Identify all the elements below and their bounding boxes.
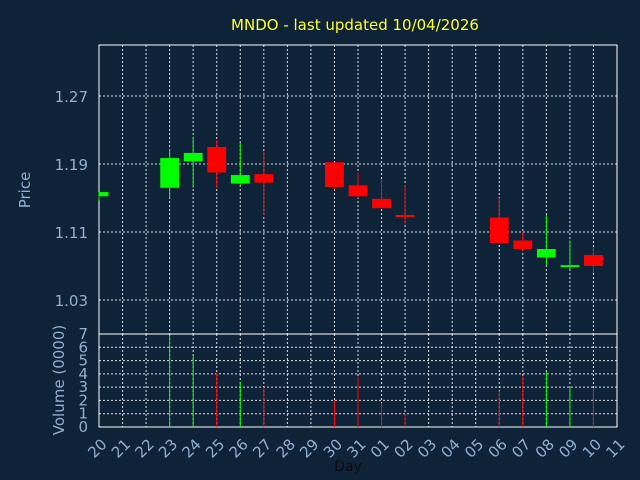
x-tick-label: 22 (131, 435, 157, 461)
price-tick-label: 1.03 (55, 292, 88, 310)
volume-tick-label: 4 (78, 365, 88, 383)
volume-tick-label: 0 (78, 418, 88, 436)
candle-body (348, 185, 368, 197)
x-tick-label: 26 (226, 435, 252, 461)
price-tick-label: 1.27 (55, 88, 88, 106)
volume-tick-label: 1 (78, 405, 88, 423)
x-tick-label: 11 (602, 435, 628, 461)
candle-body (489, 217, 509, 244)
x-tick-label: 02 (390, 435, 416, 461)
candle-body (183, 152, 203, 162)
candle-body (325, 162, 344, 187)
candle-body (207, 147, 227, 173)
x-tick-label: 30 (320, 435, 346, 461)
candle-body (536, 249, 556, 258)
volume-tick-label: 6 (78, 338, 88, 356)
price-tick-label: 1.19 (55, 156, 88, 174)
candle-body (584, 254, 603, 266)
x-tick-labels: 2021222324252627282930310102030405060708… (84, 435, 628, 461)
candle-body (513, 240, 533, 249)
x-axis-label: Day (334, 459, 362, 475)
x-tick-label: 24 (179, 435, 205, 461)
x-tick-label: 05 (461, 435, 487, 461)
price-axis-label: Price (16, 172, 34, 209)
x-tick-label: 31 (343, 435, 369, 461)
candle-body (395, 215, 415, 217)
x-tick-label: 25 (202, 435, 228, 461)
x-tick-label: 29 (296, 435, 322, 461)
x-tick-label: 23 (155, 435, 181, 461)
x-tick-label: 06 (485, 435, 511, 461)
volume-tick-label: 2 (78, 391, 88, 409)
candle-body (372, 198, 391, 209)
x-tick-label: 09 (555, 435, 581, 461)
x-tick-label: 28 (273, 435, 299, 461)
x-tick-label: 08 (532, 435, 558, 461)
volume-axis-label: Volume (0000) (50, 325, 68, 435)
candle-body (560, 265, 580, 268)
x-tick-label: 20 (84, 435, 110, 461)
x-tick-label: 27 (249, 435, 275, 461)
x-tick-label: 03 (414, 435, 440, 461)
x-tick-label: 10 (579, 435, 605, 461)
x-tick-label: 21 (108, 435, 134, 461)
price-panel: 1.27 1.19 1.11 1.03 (55, 44, 618, 335)
x-tick-label: 01 (367, 435, 393, 461)
candle-body (254, 174, 274, 183)
volume-tick-label: 3 (78, 378, 88, 396)
x-tick-label: 04 (438, 435, 464, 461)
chart-title: MNDO - last updated 10/04/2026 (231, 16, 479, 34)
candle-body (230, 175, 250, 184)
candle-body (160, 158, 180, 188)
volume-tick-label: 5 (78, 352, 88, 370)
candle-body (99, 192, 109, 197)
price-tick-label: 1.11 (55, 224, 88, 242)
volume-tick-label: 7 (78, 325, 88, 343)
x-tick-label: 07 (508, 435, 534, 461)
